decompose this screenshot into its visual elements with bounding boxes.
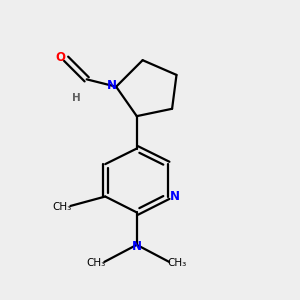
Text: CH₃: CH₃ [168, 258, 187, 268]
Text: H: H [72, 94, 81, 103]
Text: N: N [132, 240, 142, 253]
Text: N: N [170, 190, 180, 203]
Text: N: N [107, 79, 117, 92]
Text: O: O [56, 51, 66, 64]
Text: CH₃: CH₃ [52, 202, 72, 212]
Text: CH₃: CH₃ [86, 258, 106, 268]
